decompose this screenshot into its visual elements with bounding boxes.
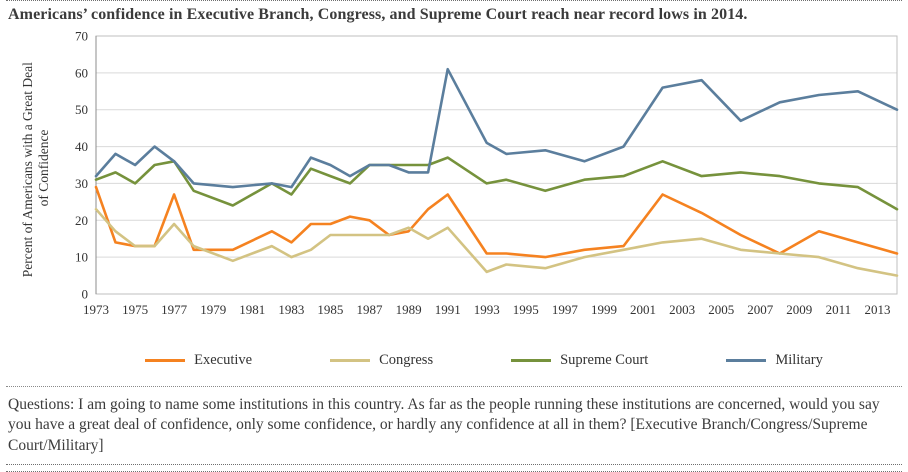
x-tick-label: 1983 (278, 302, 304, 317)
series-line-supreme-court (94, 156, 899, 211)
x-tick-label: 2005 (708, 302, 734, 317)
series-line-executive (94, 185, 899, 259)
x-tick-label: 2009 (786, 302, 812, 317)
x-tick-label: 1977 (161, 302, 188, 317)
x-tick-label: 2013 (865, 302, 891, 317)
series-line-congress (94, 207, 899, 277)
legend-label-military: Military (775, 351, 823, 368)
x-tick-label: 2003 (669, 302, 695, 317)
x-tick-label: 1985 (317, 302, 343, 317)
series-line-military (94, 67, 899, 189)
legend: Executive Congress Supreme Court Militar… (66, 347, 902, 373)
executive-line-swatch (145, 358, 186, 362)
x-tick-label: 1981 (239, 302, 265, 317)
x-tick-label: 1993 (474, 302, 500, 317)
legend-item-congress: Congress (330, 352, 433, 369)
supreme-court-line-swatch (511, 358, 552, 362)
top-divider (6, 0, 902, 1)
question-text: Questions: I am going to name some insti… (8, 396, 880, 454)
congress-line-swatch (330, 358, 371, 362)
x-tick-label: 2001 (630, 302, 656, 317)
chart-title: Americans’ confidence in Executive Branc… (8, 6, 748, 23)
y-tick-label: 40 (75, 139, 88, 154)
x-tick-label: 2011 (826, 302, 852, 317)
legend-label-executive: Executive (194, 351, 253, 368)
y-tick-label: 30 (75, 176, 88, 191)
middle-divider (6, 386, 902, 387)
y-tick-label: 60 (75, 65, 88, 80)
x-tick-label: 1973 (83, 302, 109, 317)
y-tick-label: 0 (82, 287, 89, 302)
y-axis-title: Percent of Americans with a Great Deal o… (20, 59, 51, 278)
x-tick-label: 1997 (552, 302, 579, 317)
y-tick-label: 10 (75, 250, 88, 265)
x-tick-label: 1989 (396, 302, 422, 317)
x-tick-label: 1987 (357, 302, 384, 317)
y-tick-label: 20 (75, 213, 88, 228)
y-tick-label: 50 (75, 102, 88, 117)
legend-item-supreme-court: Supreme Court (511, 352, 648, 369)
x-tick-label: 1999 (591, 302, 617, 317)
x-tick-label: 2007 (747, 302, 774, 317)
legend-item-military: Military (726, 352, 823, 369)
bottom-divider (6, 464, 902, 472)
y-tick-label: 70 (75, 29, 88, 44)
legend-label-supreme-court: Supreme Court (560, 351, 649, 368)
military-line-swatch (726, 358, 767, 362)
x-tick-label: 1979 (200, 302, 226, 317)
line-chart: Percent of Americans with a Great Deal o… (20, 29, 899, 317)
x-tick-label: 1991 (435, 302, 461, 317)
legend-label-congress: Congress (379, 351, 434, 368)
legend-item-executive: Executive (145, 352, 252, 369)
x-tick-label: 1995 (513, 302, 539, 317)
chart-container: Percent of Americans with a Great Deal o… (6, 28, 902, 337)
x-tick-label: 1975 (122, 302, 148, 317)
